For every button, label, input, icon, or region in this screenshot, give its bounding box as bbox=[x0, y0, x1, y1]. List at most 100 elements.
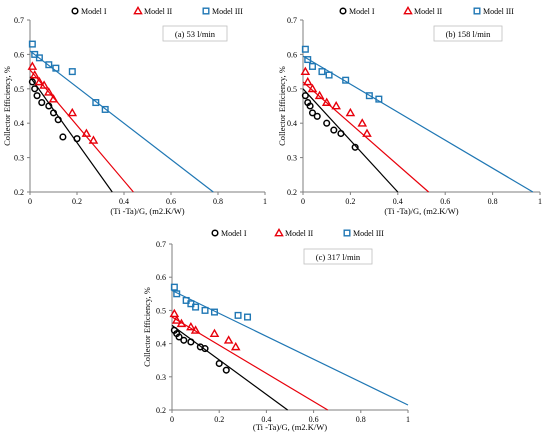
data-point-4 bbox=[43, 87, 54, 96]
data-point-0 bbox=[170, 283, 178, 291]
data-point-legend-2 bbox=[202, 7, 210, 15]
data-point-3 bbox=[186, 321, 196, 331]
data-point-6 bbox=[201, 345, 209, 353]
data-point-1 bbox=[171, 315, 182, 324]
y-axis-label: Collector Efficiency, % bbox=[277, 66, 287, 146]
y-axis-label: Collector Efficiency, % bbox=[2, 66, 12, 146]
y-tick-label-3: 0.5 bbox=[156, 306, 166, 315]
fit-line bbox=[29, 50, 214, 193]
data-point-1 bbox=[304, 56, 312, 64]
x-tick-label-2: 0.4 bbox=[119, 197, 129, 206]
data-point-4 bbox=[52, 64, 60, 72]
data-point-2 bbox=[175, 333, 183, 341]
x-tick-label-0: 0 bbox=[28, 197, 32, 206]
legend: Model I Model II Model III bbox=[339, 5, 514, 16]
chart-panel-1: 0.2 0.3 0.4 0.5 0.6 0.7 0 0.2 0.4 0.6 0.8 1 (Ti -Ta)… bbox=[277, 5, 542, 216]
x-tick-label-4: 0.8 bbox=[488, 197, 498, 206]
series-model-i bbox=[28, 76, 113, 193]
data-point-7 bbox=[375, 95, 383, 103]
data-point-7 bbox=[357, 118, 368, 127]
annotation-frame bbox=[433, 25, 503, 42]
y-tick-label-5: 0.7 bbox=[287, 16, 297, 25]
series-model-i bbox=[170, 324, 288, 411]
annotation-text: (b) 158 l/min bbox=[446, 29, 492, 39]
y-tick-label-0: 0.2 bbox=[14, 188, 24, 197]
legend-label-0: Model I bbox=[221, 229, 247, 238]
data-point-3 bbox=[308, 109, 317, 117]
y-tick-label-2: 0.4 bbox=[287, 119, 297, 128]
y-tick-label-5: 0.7 bbox=[156, 240, 166, 249]
annotation-text: (c) 317 l/min bbox=[316, 252, 361, 262]
data-point-5 bbox=[342, 76, 350, 84]
x-axis-label: (Ti -Ta)/G, (m2.K/W) bbox=[384, 206, 458, 216]
data-point-5 bbox=[68, 68, 76, 76]
data-point-6 bbox=[345, 107, 356, 117]
data-point-5 bbox=[323, 119, 331, 127]
data-point-4 bbox=[325, 71, 333, 79]
x-tick-label-3: 0.6 bbox=[166, 197, 176, 206]
data-point-6 bbox=[365, 92, 373, 100]
legend-label-1: Model II bbox=[285, 229, 314, 238]
data-point-8 bbox=[244, 313, 252, 321]
data-point-3 bbox=[45, 61, 53, 69]
data-point-2 bbox=[176, 318, 187, 328]
data-point-legend-0 bbox=[71, 7, 79, 15]
data-point-8 bbox=[351, 143, 359, 151]
data-point-legend-2 bbox=[343, 229, 351, 237]
data-point-0 bbox=[28, 78, 36, 86]
data-point-legend-1 bbox=[403, 5, 413, 15]
data-point-5 bbox=[49, 109, 58, 117]
annotation-frame bbox=[162, 25, 228, 42]
data-point-7 bbox=[337, 129, 345, 138]
y-tick-label-0: 0.2 bbox=[156, 406, 166, 415]
data-point-legend-1 bbox=[133, 5, 143, 15]
data-point-0 bbox=[27, 61, 38, 70]
data-point-7 bbox=[215, 359, 223, 368]
y-tick-label-1: 0.3 bbox=[14, 154, 24, 163]
data-point-0 bbox=[301, 92, 309, 100]
data-point-legend-2 bbox=[473, 7, 481, 15]
annotation-box: (a) 53 l/min bbox=[162, 25, 228, 42]
y-tick-label-3: 0.5 bbox=[287, 85, 297, 94]
fit-line bbox=[29, 76, 113, 193]
series-model-iii bbox=[28, 40, 214, 193]
data-point-legend-0 bbox=[339, 7, 347, 15]
data-point-5 bbox=[201, 306, 209, 314]
series-model-i bbox=[301, 88, 399, 193]
data-point-8 bbox=[88, 135, 99, 144]
data-point-7 bbox=[234, 311, 242, 319]
data-point-2 bbox=[33, 92, 41, 100]
data-point-4 bbox=[45, 102, 53, 110]
legend-label-2: Model III bbox=[483, 7, 514, 16]
data-point-5 bbox=[209, 328, 220, 338]
series-model-ii bbox=[27, 61, 134, 193]
y-tick-label-2: 0.4 bbox=[156, 340, 166, 349]
data-point-7 bbox=[59, 133, 67, 141]
legend-label-1: Model II bbox=[414, 7, 443, 16]
data-point-4 bbox=[192, 303, 200, 311]
x-axis-label: (Ti -Ta)/G, (m2.K/W) bbox=[253, 422, 327, 432]
data-point-5 bbox=[48, 94, 59, 103]
chart-panel-0: 0.2 0.3 0.4 0.5 0.6 0.7 0 0.2 0.4 0.6 0.8 1 (Ti -Ta)… bbox=[2, 5, 267, 216]
data-point-3 bbox=[314, 90, 325, 100]
data-point-8 bbox=[362, 128, 372, 137]
y-tick-label-1: 0.3 bbox=[287, 154, 297, 163]
data-point-8 bbox=[73, 135, 81, 143]
series-model-ii bbox=[169, 308, 329, 411]
data-point-2 bbox=[306, 102, 314, 110]
annotation-box: (b) 158 l/min bbox=[433, 25, 503, 42]
data-point-legend-0 bbox=[211, 229, 219, 237]
data-point-1 bbox=[29, 70, 40, 79]
legend-label-1: Model II bbox=[144, 7, 173, 16]
data-point-3 bbox=[38, 99, 46, 107]
x-tick-label-3: 0.6 bbox=[309, 415, 319, 424]
data-point-0 bbox=[169, 308, 180, 318]
data-point-4 bbox=[190, 325, 201, 334]
y-tick-label-4: 0.6 bbox=[14, 50, 24, 59]
fit-line bbox=[302, 55, 534, 193]
data-point-2 bbox=[34, 76, 45, 86]
y-tick-label-4: 0.6 bbox=[156, 273, 166, 282]
x-tick-label-2: 0.4 bbox=[393, 197, 403, 206]
data-point-0 bbox=[300, 66, 311, 76]
